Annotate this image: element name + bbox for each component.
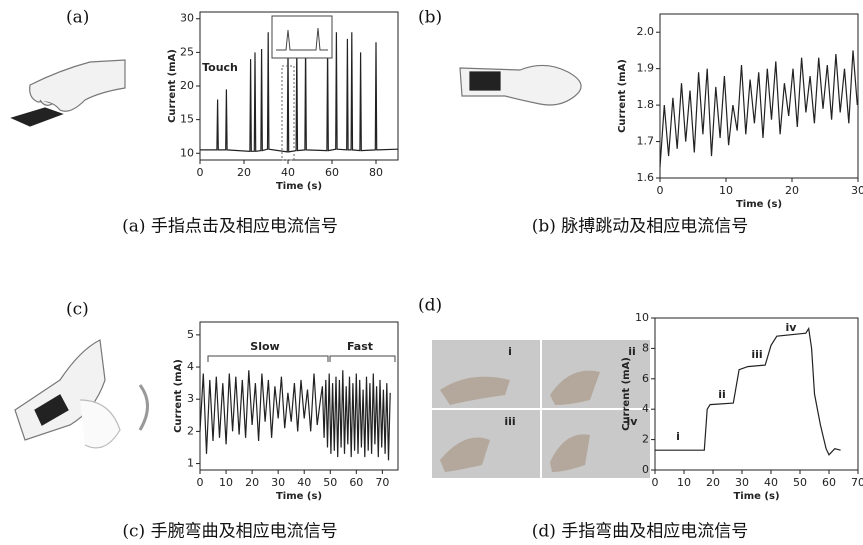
y-tick-label: 4 [642, 402, 649, 415]
y-tick-label: 0 [642, 463, 649, 476]
annotation: ii [718, 388, 726, 401]
x-tick-label: 40 [297, 476, 311, 489]
x-tick-label: 30 [851, 184, 863, 197]
y-tick-label: 1.8 [637, 98, 655, 111]
y-tick-label: 2.0 [637, 25, 655, 38]
annotation: i [676, 430, 680, 443]
x-tick-label: 60 [325, 166, 339, 179]
y-tick-label: 20 [180, 79, 194, 92]
illustration-c [14, 339, 149, 449]
y-tick-label: 2 [642, 433, 649, 446]
x-tick-label: 60 [822, 476, 836, 489]
x-tick-label: 0 [197, 166, 204, 179]
y-tick-label: 1 [187, 457, 194, 470]
x-tick-label: 20 [706, 476, 720, 489]
illustration-b [459, 64, 582, 106]
x-tick-label: 20 [785, 184, 799, 197]
caption: (d) 手指弯曲及相应电流信号 [532, 522, 749, 542]
data-line [659, 50, 858, 168]
caption: (b) 脉搏跳动及相应电流信号 [532, 217, 749, 237]
x-tick-label: 50 [793, 476, 807, 489]
x-tick-label: 60 [349, 476, 363, 489]
x-axis-label: Time (s) [736, 199, 782, 210]
annotation: iii [751, 348, 762, 361]
photo-grid [432, 340, 650, 478]
annotation: Slow [250, 340, 279, 353]
photo-label: i [508, 345, 512, 358]
y-tick-label: 1.7 [637, 135, 655, 148]
x-tick-label: 20 [245, 476, 259, 489]
data-line [199, 370, 391, 461]
y-axis-label: Current (mA) [167, 49, 178, 123]
photo-label: iv [627, 415, 639, 428]
data-line [655, 326, 841, 456]
y-tick-label: 4 [187, 360, 194, 373]
x-axis-label: Time (s) [276, 491, 322, 502]
x-tick-label: 30 [735, 476, 749, 489]
y-tick-label: 25 [180, 45, 194, 58]
y-tick-label: 2 [187, 424, 194, 437]
x-axis-label: Time (s) [276, 181, 322, 192]
photo-label: iii [504, 415, 515, 428]
x-tick-label: 0 [652, 476, 659, 489]
y-tick-label: 1.9 [637, 62, 655, 75]
caption: (c) 手腕弯曲及相应电流信号 [122, 522, 337, 542]
y-tick-label: 6 [642, 372, 649, 385]
inset-trace [276, 27, 328, 51]
brace [207, 355, 329, 362]
y-tick-label: 5 [187, 328, 194, 341]
y-tick-label: 8 [642, 341, 649, 354]
x-tick-label: 30 [271, 476, 285, 489]
x-tick-label: 80 [369, 166, 383, 179]
plot-frame [659, 13, 859, 179]
photo-label: ii [628, 345, 636, 358]
x-tick-label: 0 [657, 184, 664, 197]
zoom-region [281, 65, 295, 161]
panel-label: (d) [418, 296, 442, 316]
x-tick-label: 10 [719, 184, 733, 197]
x-tick-label: 70 [375, 476, 389, 489]
brace [329, 355, 396, 362]
x-tick-label: 20 [237, 166, 251, 179]
panel-label: (c) [66, 300, 89, 320]
annotation: iv [786, 321, 798, 334]
caption: (a) 手指点击及相应电流信号 [122, 217, 338, 237]
y-axis-label: Current (mA) [617, 59, 628, 133]
y-tick-label: 10 [635, 311, 649, 324]
y-tick-label: 10 [180, 146, 194, 159]
x-tick-label: 40 [764, 476, 778, 489]
y-axis-label: Current (mA) [621, 357, 632, 431]
y-tick-label: 3 [187, 392, 194, 405]
x-tick-label: 0 [197, 476, 204, 489]
panel-label: (a) [66, 8, 89, 28]
x-tick-label: 10 [677, 476, 691, 489]
y-axis-label: Current (mA) [173, 359, 184, 433]
x-tick-label: 10 [219, 476, 233, 489]
inset-box [271, 15, 333, 59]
panel-label: (b) [418, 8, 442, 28]
x-tick-label: 40 [281, 166, 295, 179]
y-tick-label: 1.6 [637, 171, 655, 184]
x-axis-label: Time (s) [733, 491, 779, 502]
plot-frame [199, 321, 399, 471]
annotation: Fast [347, 340, 373, 353]
x-tick-label: 70 [851, 476, 863, 489]
y-tick-label: 30 [180, 12, 194, 25]
illustration-a [10, 59, 126, 127]
y-tick-label: 15 [180, 113, 194, 126]
x-tick-label: 50 [323, 476, 337, 489]
annotation: Touch [202, 61, 238, 74]
plot-frame [654, 317, 859, 471]
